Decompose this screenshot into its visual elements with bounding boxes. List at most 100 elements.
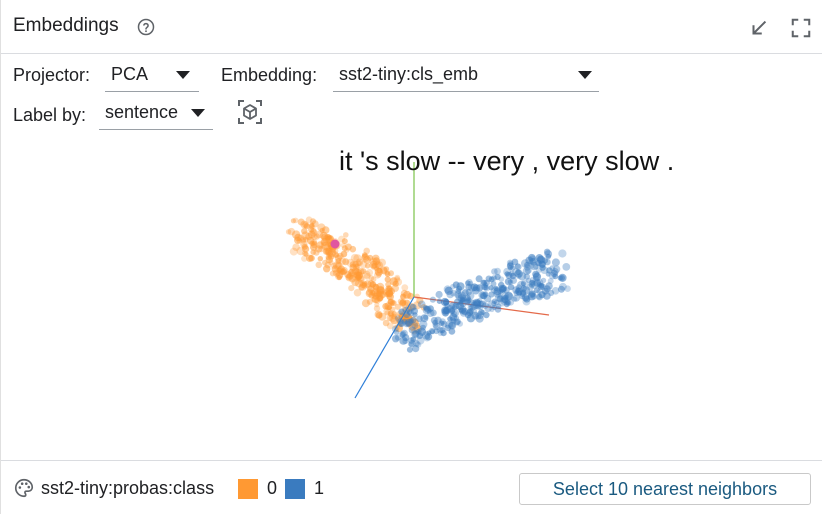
data-point — [507, 279, 514, 285]
data-point — [344, 243, 352, 251]
data-point — [490, 280, 497, 287]
data-point — [413, 340, 420, 347]
data-point — [376, 290, 383, 297]
data-point — [524, 261, 531, 268]
data-point — [438, 320, 445, 326]
data-point — [444, 286, 453, 295]
data-point — [480, 292, 487, 300]
data-point — [494, 306, 502, 313]
data-point — [522, 286, 531, 295]
data-point — [325, 254, 332, 261]
projector-label: Projector: — [13, 65, 91, 85]
data-point — [373, 305, 381, 312]
selected-point[interactable] — [330, 239, 340, 249]
select-nearest-neighbors-button[interactable]: Select 10 nearest neighbors — [519, 473, 811, 505]
data-point — [308, 254, 315, 262]
data-point — [440, 297, 449, 307]
data-point — [416, 336, 425, 345]
data-point — [307, 230, 316, 239]
data-point — [412, 330, 420, 338]
color-by-label: sst2-tiny:probas:class — [41, 478, 215, 498]
data-point — [353, 268, 360, 275]
data-point — [494, 273, 501, 281]
data-point — [559, 282, 567, 291]
data-point — [290, 218, 296, 224]
data-point — [309, 222, 315, 228]
embedding-select[interactable]: sst2-tiny:cls_emb — [333, 62, 599, 92]
data-point — [521, 294, 530, 302]
data-point — [454, 318, 461, 325]
data-point — [443, 307, 450, 315]
data-point — [544, 258, 551, 266]
data-point — [429, 296, 436, 303]
data-point — [317, 223, 326, 232]
data-point — [512, 294, 520, 302]
data-point — [408, 326, 416, 334]
z-axis-line — [354, 296, 415, 399]
fullscreen-icon[interactable] — [790, 17, 812, 39]
data-point — [366, 298, 373, 305]
chevron-down-icon — [578, 71, 592, 79]
data-point — [374, 271, 382, 279]
data-point — [509, 272, 517, 280]
data-point — [474, 313, 482, 320]
data-point — [337, 252, 344, 260]
data-point — [322, 235, 330, 244]
projector-select[interactable]: PCA — [105, 62, 199, 92]
data-point — [360, 268, 367, 275]
data-point — [368, 275, 375, 281]
data-point — [439, 320, 445, 327]
data-point — [426, 309, 435, 318]
data-point — [408, 341, 414, 347]
data-point — [372, 283, 379, 290]
data-point — [331, 265, 339, 273]
minimize-icon[interactable] — [748, 17, 770, 39]
data-point — [416, 296, 424, 305]
palette-icon[interactable] — [13, 477, 35, 499]
data-point — [424, 305, 432, 313]
data-point — [394, 334, 401, 341]
data-point — [398, 320, 404, 327]
data-point — [557, 285, 565, 293]
data-point — [495, 303, 502, 310]
data-point — [475, 284, 484, 292]
data-point — [402, 338, 409, 345]
label-by-select[interactable]: sentence — [99, 100, 213, 130]
data-point — [503, 301, 510, 308]
data-point — [551, 258, 560, 267]
data-point — [483, 311, 490, 319]
data-point — [478, 300, 487, 308]
data-point — [399, 330, 407, 338]
data-point — [325, 235, 333, 244]
data-point — [353, 288, 362, 297]
data-point — [321, 241, 330, 250]
data-point — [506, 262, 514, 270]
data-point — [450, 283, 456, 290]
data-point — [552, 265, 561, 273]
data-point — [371, 263, 378, 269]
data-point — [341, 245, 348, 252]
data-point — [349, 261, 357, 268]
data-point — [333, 252, 340, 258]
data-point — [420, 304, 428, 311]
data-point — [327, 235, 334, 242]
embedding-value: sst2-tiny:cls_emb — [339, 64, 479, 84]
data-point — [417, 300, 426, 309]
data-point — [538, 282, 545, 289]
data-point — [420, 324, 426, 331]
data-point — [362, 252, 368, 258]
data-point — [496, 295, 504, 303]
data-point — [516, 290, 523, 296]
data-point — [356, 260, 362, 266]
data-point — [300, 238, 307, 244]
data-point — [532, 270, 540, 278]
help-icon[interactable] — [137, 18, 155, 36]
reset-view-cube-icon[interactable] — [237, 99, 263, 125]
data-point — [453, 319, 460, 326]
data-point — [488, 285, 494, 291]
data-point — [470, 301, 479, 310]
data-point — [416, 315, 423, 323]
data-point — [415, 341, 422, 348]
data-point — [326, 234, 333, 241]
